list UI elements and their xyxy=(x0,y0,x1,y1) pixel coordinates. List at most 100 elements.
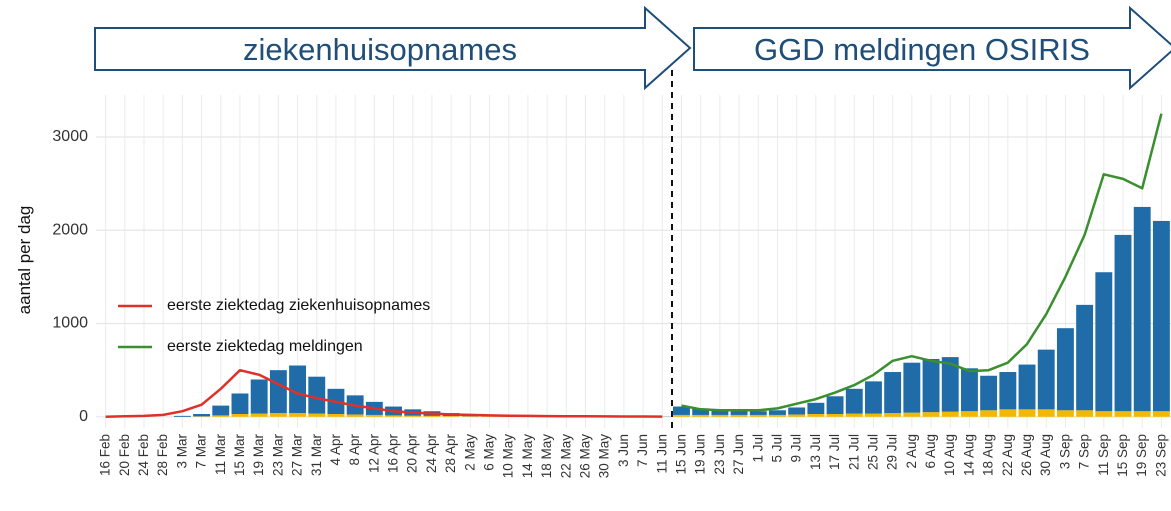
x-tick-label: 16 Apr xyxy=(386,433,401,473)
x-tick-label: 3 Mar xyxy=(174,434,189,469)
bar xyxy=(289,413,307,417)
grid xyxy=(96,95,1171,428)
x-tick-label: 24 Feb xyxy=(136,434,151,476)
bar xyxy=(999,409,1017,417)
legend-label: eerste ziektedag ziekenhuisopnames xyxy=(167,297,430,314)
bar xyxy=(231,393,249,415)
bar xyxy=(1152,411,1170,417)
x-tick-label: 12 Apr xyxy=(366,433,381,473)
x-tick-label: 21 Jul xyxy=(846,434,861,470)
x-tick-label: 1 Jul xyxy=(750,434,765,463)
bar xyxy=(365,414,383,417)
x-tick-label: 30 Aug xyxy=(1038,434,1053,476)
bar xyxy=(1076,410,1094,417)
bar xyxy=(1056,410,1074,417)
x-tick-label: 27 Jun xyxy=(731,434,746,475)
x-tick-label: 23 Mar xyxy=(270,434,285,477)
bar xyxy=(788,414,806,417)
bar xyxy=(826,414,844,417)
bar xyxy=(1056,328,1074,411)
x-tick-label: 10 Aug xyxy=(942,434,957,476)
bar xyxy=(461,416,479,417)
bar xyxy=(960,411,978,417)
x-tick-label: 11 Mar xyxy=(213,433,228,475)
bar xyxy=(1076,304,1094,411)
bar xyxy=(1018,409,1036,417)
arrow xyxy=(693,5,1171,91)
bar xyxy=(788,407,806,415)
bar xyxy=(442,416,460,417)
bar xyxy=(423,415,441,417)
x-tick-label: 20 Feb xyxy=(117,434,132,476)
x-tick-label: 15 Sep xyxy=(1115,434,1130,477)
bar xyxy=(269,370,287,414)
bar xyxy=(845,413,863,417)
bar xyxy=(250,379,268,414)
x-tick-label: 18 Aug xyxy=(981,434,996,476)
x-tick-label: 11 Sep xyxy=(1096,434,1111,476)
bar xyxy=(1037,349,1055,410)
x-tick-label: 3 Jun xyxy=(616,434,631,467)
y-tick-label: 2000 xyxy=(52,221,88,238)
marks xyxy=(105,113,1170,419)
bar xyxy=(1114,411,1132,417)
bar xyxy=(980,375,998,411)
annotation: ziekenhuisopnames xyxy=(243,32,517,67)
x-tick-label: 26 May xyxy=(578,434,593,479)
bar xyxy=(807,402,825,415)
line xyxy=(681,113,1163,412)
x-tick-label: 22 Aug xyxy=(1000,434,1015,476)
x-tick-label: 6 Aug xyxy=(923,434,938,469)
bar xyxy=(980,410,998,417)
bar xyxy=(1114,234,1132,412)
x-tick-label: 7 Sep xyxy=(1077,434,1092,469)
y-tick-label: 3000 xyxy=(52,128,88,145)
bar xyxy=(673,406,690,415)
bar xyxy=(960,368,978,412)
bar xyxy=(212,415,230,417)
bar xyxy=(749,411,767,415)
bar xyxy=(730,414,748,417)
x-tick-label: 9 Jul xyxy=(789,434,804,463)
y-tick-label: 0 xyxy=(79,408,88,425)
x-tick-label: 26 Aug xyxy=(1019,434,1034,476)
x-tick-label: 19 Sep xyxy=(1134,434,1149,477)
bar xyxy=(941,411,959,417)
x-tick-label: 20 Apr xyxy=(405,433,420,473)
annotation: GGD meldingen OSIRIS xyxy=(754,32,1090,67)
x-tick-label: 19 Mar xyxy=(251,434,266,477)
x-tick-label: 23 Jun xyxy=(712,434,727,475)
bar xyxy=(250,413,268,417)
x-tick-label: 14 May xyxy=(520,434,535,479)
bar xyxy=(404,415,422,417)
x-tick-label: 25 Jul xyxy=(865,434,880,470)
arrow xyxy=(94,5,692,91)
bar xyxy=(807,414,825,417)
bar xyxy=(212,405,230,416)
x-tick-label: 19 Jun xyxy=(693,434,708,475)
bar xyxy=(1133,411,1151,417)
bar xyxy=(327,414,345,417)
x-tick-label: 8 Apr xyxy=(347,434,362,466)
x-tick-label: 28 Apr xyxy=(443,433,458,473)
bar xyxy=(269,413,287,417)
bar xyxy=(692,414,710,417)
bar xyxy=(769,414,786,417)
x-tick-label: 7 Mar xyxy=(194,434,209,469)
x-tick-label: 28 Feb xyxy=(155,434,170,476)
x-tick-label: 31 Mar xyxy=(309,434,324,477)
bar xyxy=(385,415,402,417)
bar xyxy=(884,372,902,414)
bar xyxy=(1095,411,1113,417)
x-tick-label: 4 Apr xyxy=(328,434,343,466)
x-tick-label: 3 Sep xyxy=(1057,434,1072,469)
x-tick-label: 5 Jul xyxy=(769,434,784,463)
x-tick-label: 11 Jun xyxy=(654,434,669,474)
bar xyxy=(346,414,364,417)
bar xyxy=(1018,364,1036,410)
x-tick-label: 7 Jun xyxy=(635,434,650,467)
bar xyxy=(308,376,326,414)
bar xyxy=(673,414,690,417)
bar xyxy=(769,410,786,415)
bar xyxy=(193,414,211,417)
